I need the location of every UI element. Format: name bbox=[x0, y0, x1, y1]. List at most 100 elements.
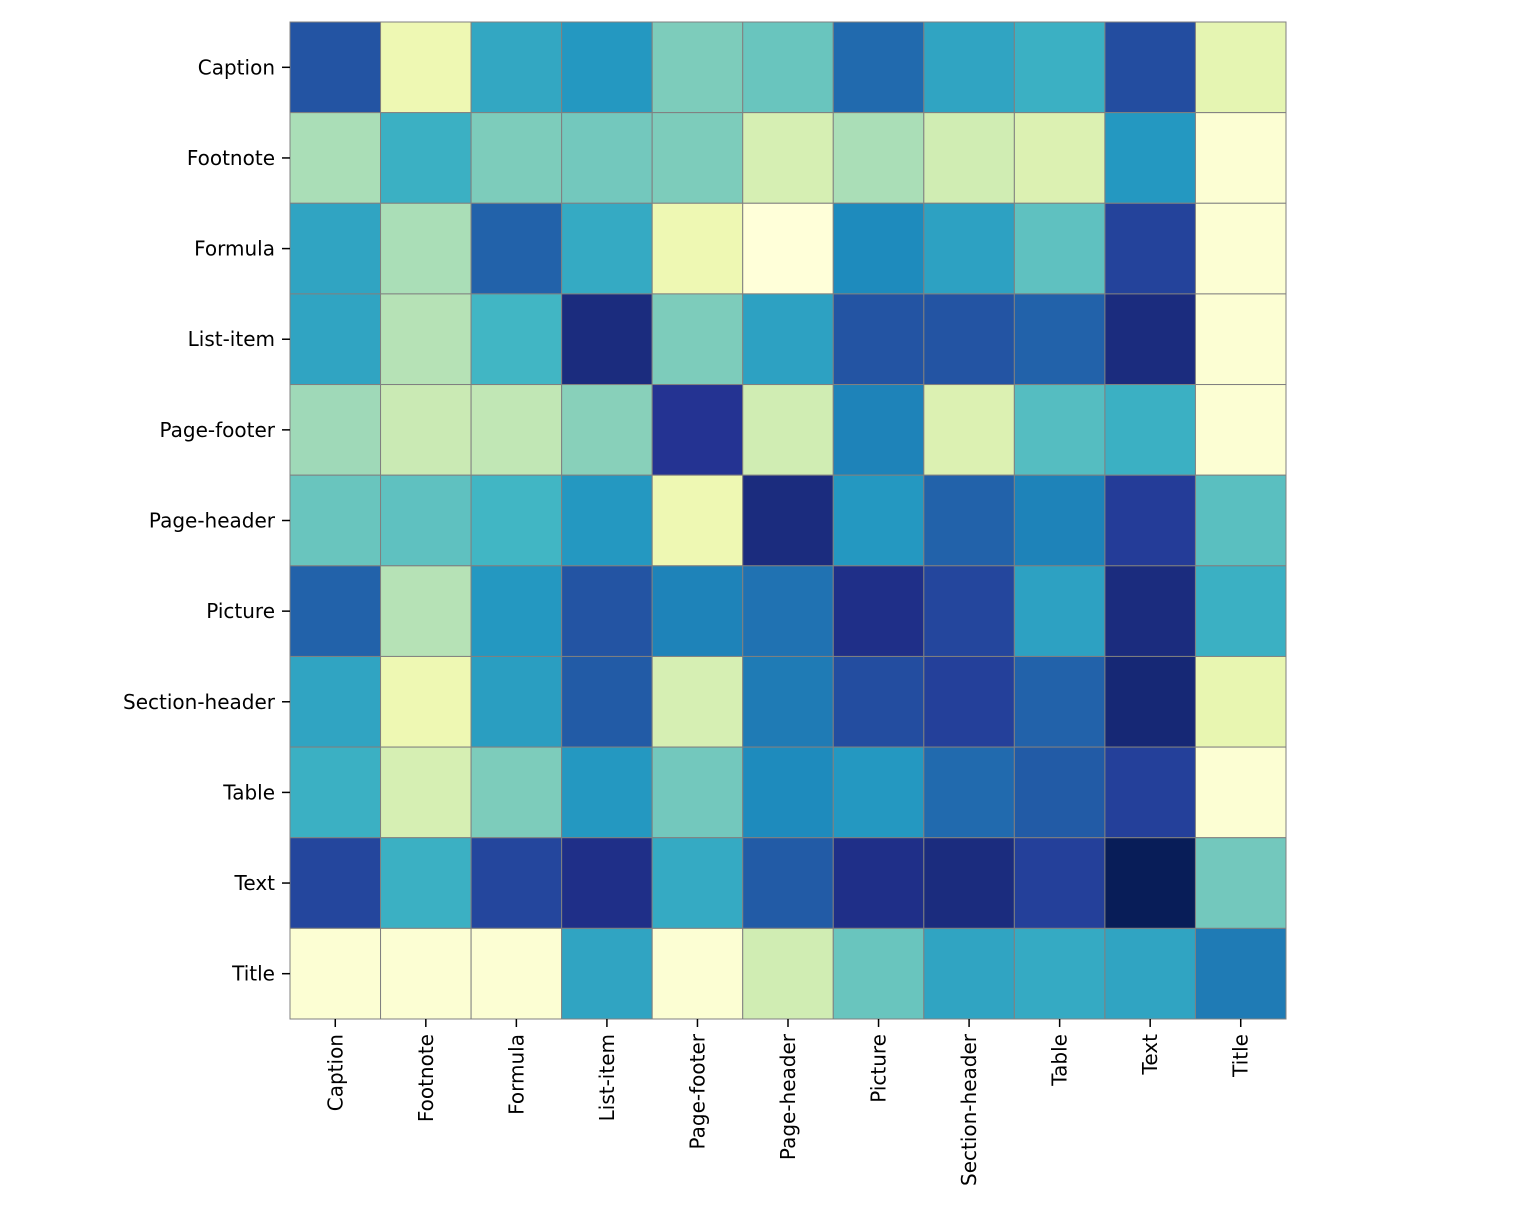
heatmap-cell-list-item-list-item bbox=[561, 293, 653, 386]
heatmap-cell-table-caption bbox=[289, 746, 382, 839]
y-tick-label: Picture bbox=[206, 599, 275, 623]
heatmap-cell-table-text bbox=[1104, 746, 1196, 839]
y-tick-label: Section-header bbox=[123, 690, 276, 714]
y-axis: Caption Footnote Formula List-item Page-foot… bbox=[123, 55, 290, 986]
heatmap-cell-formula-footnote bbox=[380, 202, 472, 295]
heatmap-cell-footnote-section-header bbox=[923, 112, 1015, 204]
heatmap-cell-section-header-caption bbox=[289, 655, 382, 748]
heatmap-cell-picture-caption bbox=[289, 565, 382, 657]
heatmap-cell-page-header-text bbox=[1104, 474, 1196, 567]
heatmap-cell-caption-picture bbox=[832, 21, 925, 114]
heatmap-cell-caption-list-item bbox=[561, 21, 653, 114]
heatmap-cell-formula-title bbox=[1194, 202, 1287, 295]
heatmap-cell-page-footer-list-item bbox=[561, 384, 653, 476]
heatmap-cell-formula-picture bbox=[832, 202, 925, 295]
heatmap-cell-picture-text bbox=[1104, 565, 1196, 657]
x-tick-label: Title bbox=[1229, 1034, 1253, 1078]
x-tick-label: Section-header bbox=[957, 1033, 981, 1186]
heatmap-cell-page-header-page-footer bbox=[651, 474, 744, 567]
heatmap-cell-title-text bbox=[1104, 927, 1196, 1020]
heatmap-cell-page-header-page-header bbox=[742, 474, 834, 567]
heatmap-cell-page-header-section-header bbox=[923, 474, 1015, 567]
heatmap-cell-section-header-page-header bbox=[742, 655, 834, 748]
heatmap-cell-title-page-footer bbox=[651, 927, 744, 1020]
heatmap-cell-list-item-section-header bbox=[923, 293, 1015, 386]
y-tick-label: Footnote bbox=[187, 146, 275, 170]
x-tick-label: Footnote bbox=[414, 1034, 438, 1122]
heatmap-cell-page-footer-page-footer bbox=[651, 384, 744, 476]
y-tick-label: Caption bbox=[198, 55, 275, 79]
heatmap-cell-caption-title bbox=[1194, 21, 1287, 114]
heatmap-cell-page-header-list-item bbox=[561, 474, 653, 567]
heatmap-cell-section-header-section-header bbox=[923, 655, 1015, 748]
heatmap-cell-caption-text bbox=[1104, 21, 1196, 114]
y-tick-label: Table bbox=[222, 780, 275, 804]
heatmap-cell-section-header-formula bbox=[470, 655, 563, 748]
heatmap-cell-table-page-header bbox=[742, 746, 834, 839]
heatmap-cell-list-item-page-header bbox=[742, 293, 834, 386]
x-tick-label: Table bbox=[1048, 1034, 1072, 1087]
y-tick-label: List-item bbox=[188, 327, 275, 351]
heatmap-cell-picture-picture bbox=[832, 565, 925, 657]
heatmap-cell-footnote-picture bbox=[832, 112, 925, 204]
heatmap-cell-page-header-caption bbox=[289, 474, 382, 567]
heatmap-cell-page-footer-text bbox=[1104, 384, 1196, 476]
heatmap-cell-section-header-footnote bbox=[380, 655, 472, 748]
heatmap-cell-title-list-item bbox=[561, 927, 653, 1020]
heatmap-cell-formula-table bbox=[1013, 202, 1106, 295]
heatmap-cell-formula-list-item bbox=[561, 202, 653, 295]
heatmap-cell-page-header-footnote bbox=[380, 474, 472, 567]
heatmap-cell-page-footer-formula bbox=[470, 384, 563, 476]
heatmap-cell-list-item-picture bbox=[832, 293, 925, 386]
heatmap-cell-section-header-list-item bbox=[561, 655, 653, 748]
heatmap-cell-table-page-footer bbox=[651, 746, 744, 839]
heatmap-cell-table-footnote bbox=[380, 746, 472, 839]
heatmap-cell-table-table bbox=[1013, 746, 1106, 839]
heatmap-cell-footnote-title bbox=[1194, 112, 1287, 204]
y-tick-label: Text bbox=[234, 871, 276, 895]
heatmap-cell-picture-footnote bbox=[380, 565, 472, 657]
heatmap-cell-text-formula bbox=[470, 837, 563, 929]
heatmap-cell-title-formula bbox=[470, 927, 563, 1020]
heatmap-cell-footnote-page-footer bbox=[651, 112, 744, 204]
heatmap-cell-page-header-formula bbox=[470, 474, 563, 567]
heatmap-cell-text-table bbox=[1013, 837, 1106, 929]
heatmap-cell-title-picture bbox=[832, 927, 925, 1020]
heatmap-cell-text-title bbox=[1194, 837, 1287, 929]
heatmap-cell-table-section-header bbox=[923, 746, 1015, 839]
heatmap-cell-formula-section-header bbox=[923, 202, 1015, 295]
heatmap-cell-table-title bbox=[1194, 746, 1287, 839]
heatmap-cell-formula-page-header bbox=[742, 202, 834, 295]
heatmap-cell-text-page-header bbox=[742, 837, 834, 929]
heatmap-cell-page-header-table bbox=[1013, 474, 1106, 567]
heatmap-cell-text-footnote bbox=[380, 837, 472, 929]
heatmap-cell-page-header-picture bbox=[832, 474, 925, 567]
heatmap-cell-text-caption bbox=[289, 837, 382, 929]
heatmap-cell-table-picture bbox=[832, 746, 925, 839]
y-tick-label: Title bbox=[231, 962, 275, 986]
x-tick-label: Text bbox=[1138, 1034, 1162, 1076]
y-tick-label: Formula bbox=[194, 237, 275, 261]
heatmap-cell-page-footer-page-header bbox=[742, 384, 834, 476]
x-tick-label: Page-header bbox=[776, 1033, 800, 1160]
heatmap-cell-title-section-header bbox=[923, 927, 1015, 1020]
heatmap-cell-caption-formula bbox=[470, 21, 563, 114]
heatmap-cell-text-picture bbox=[832, 837, 925, 929]
y-tick-label: Page-footer bbox=[159, 418, 275, 442]
heatmap-cell-caption-page-header bbox=[742, 21, 834, 114]
heatmap-cell-title-page-header bbox=[742, 927, 834, 1020]
heatmap-cell-title-footnote bbox=[380, 927, 472, 1020]
heatmap-cell-list-item-title bbox=[1194, 293, 1287, 386]
heatmap-cell-title-table bbox=[1013, 927, 1106, 1020]
heatmap-cell-caption-table bbox=[1013, 21, 1106, 114]
heatmap-cell-footnote-footnote bbox=[380, 112, 472, 204]
x-tick-label: List-item bbox=[595, 1034, 619, 1121]
heatmap-cell-caption-caption bbox=[289, 21, 382, 114]
heatmap-cell-caption-page-footer bbox=[651, 21, 744, 114]
heatmap-cell-footnote-page-header bbox=[742, 112, 834, 204]
heatmap-cell-footnote-formula bbox=[470, 112, 563, 204]
heatmap-cell-footnote-caption bbox=[289, 112, 382, 204]
heatmap-cell-picture-list-item bbox=[561, 565, 653, 657]
heatmap-cells bbox=[289, 21, 1287, 1020]
